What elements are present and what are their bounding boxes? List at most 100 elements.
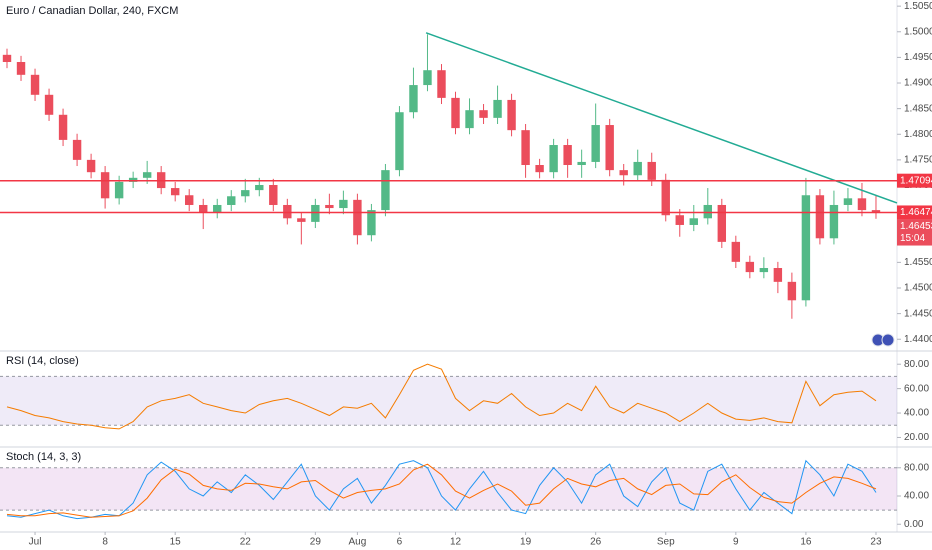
candle-body [142, 172, 152, 178]
x-tick-label: Sep [657, 537, 675, 548]
level-tag [897, 205, 932, 220]
chart-title: Euro / Canadian Dollar, 240, FXCM [6, 5, 178, 17]
candle-body [30, 74, 40, 95]
band [0, 467, 897, 511]
candle-body [535, 165, 544, 173]
candle-body [493, 99, 502, 118]
candle-body [871, 210, 881, 213]
y-tick-label: 1.45000 [904, 283, 932, 294]
last-price-tag [897, 219, 932, 246]
x-tick-label: 12 [450, 537, 462, 548]
y-tick-label: 40.00 [904, 408, 929, 419]
indicator-line [6, 363, 877, 430]
candle-body [325, 204, 334, 209]
candle-body [507, 99, 516, 131]
candle-body [199, 204, 208, 213]
candle-body [367, 210, 376, 236]
y-tick-label: 1.48500 [904, 103, 932, 114]
indicator-icon[interactable] [881, 333, 895, 347]
level-tag-label: 1.46474 [900, 207, 932, 218]
candle-body [521, 130, 530, 166]
candle-body [16, 62, 26, 75]
stoch-title: Stoch (14, 3, 3) [6, 451, 81, 463]
y-tick-label: 1.48000 [904, 129, 932, 140]
level-tag [897, 173, 932, 188]
candle-body [128, 177, 138, 182]
x-tick-label: 8 [102, 537, 108, 548]
candle-body [759, 268, 769, 273]
x-tick-label: Aug [349, 537, 367, 548]
y-tick-label: 1.49500 [904, 52, 932, 63]
candle-body [170, 188, 180, 196]
candle-body [549, 145, 558, 173]
candle-body [58, 114, 68, 140]
candle-body [283, 204, 292, 219]
candle-body [255, 184, 264, 191]
candle-body [829, 204, 839, 239]
candle-body [451, 97, 460, 129]
y-tick-label: 1.45500 [904, 257, 932, 268]
candle-body [675, 215, 684, 225]
candle-body [773, 268, 783, 282]
x-tick-label: 6 [397, 537, 403, 548]
candle-body [787, 281, 797, 301]
x-tick-label: 19 [520, 537, 532, 548]
candle-body [633, 161, 642, 176]
y-tick-label: 1.44000 [904, 334, 932, 345]
candle-body [269, 184, 278, 205]
y-tick-label: 60.00 [904, 383, 929, 394]
level-tag-label: 1.47094 [900, 175, 932, 186]
y-tick-label: 0.00 [904, 519, 924, 530]
trend-line [425, 32, 898, 204]
candle-body [857, 198, 867, 211]
indicator-line [6, 463, 877, 518]
last-price-label: 1.46453 [900, 221, 932, 232]
candle-body [465, 110, 474, 129]
candle-body [241, 190, 250, 197]
y-tick-label: 1.50000 [904, 26, 932, 37]
y-tick-label: 1.47500 [904, 155, 932, 166]
x-tick-label: Jul [29, 537, 42, 548]
y-tick-label: 80.00 [904, 359, 929, 370]
candle-body [381, 170, 390, 211]
x-tick-label: 9 [733, 537, 739, 548]
candle-body [479, 110, 488, 118]
candle-body [745, 261, 755, 273]
candle-body [227, 196, 236, 205]
candle-body [185, 195, 194, 205]
x-tick-label: 22 [240, 537, 252, 548]
candle-body [563, 145, 572, 166]
candle-body [353, 199, 362, 236]
candle-body [2, 54, 12, 63]
rsi-title: RSI (14, close) [6, 355, 79, 367]
y-tick-label: 80.00 [904, 462, 929, 473]
x-tick-label: 23 [870, 537, 882, 548]
candle-body [44, 94, 54, 115]
x-tick-label: 16 [800, 537, 812, 548]
candle-body [311, 204, 320, 222]
candle-body [703, 204, 712, 219]
x-tick-label: 15 [170, 537, 182, 548]
candle-body [731, 241, 741, 262]
candle-body [297, 218, 306, 222]
countdown-label: 15:04 [900, 233, 925, 244]
candle-body [72, 139, 82, 160]
candle-body [647, 161, 656, 180]
candle-body [213, 204, 222, 213]
candle-body [395, 112, 404, 171]
y-tick-label: 40.00 [904, 491, 929, 502]
candle-body [619, 170, 628, 176]
candle-body [591, 125, 600, 162]
candle-body [577, 161, 586, 166]
candle-body [114, 181, 124, 199]
candle-body [86, 159, 96, 173]
candle-body [409, 85, 418, 113]
candle-body [815, 195, 825, 239]
candle-body [689, 218, 698, 225]
candle-body [801, 195, 811, 301]
y-tick-label: 1.44500 [904, 308, 932, 319]
y-tick-label: 20.00 [904, 432, 929, 443]
y-tick-label: 1.50500 [904, 1, 932, 12]
